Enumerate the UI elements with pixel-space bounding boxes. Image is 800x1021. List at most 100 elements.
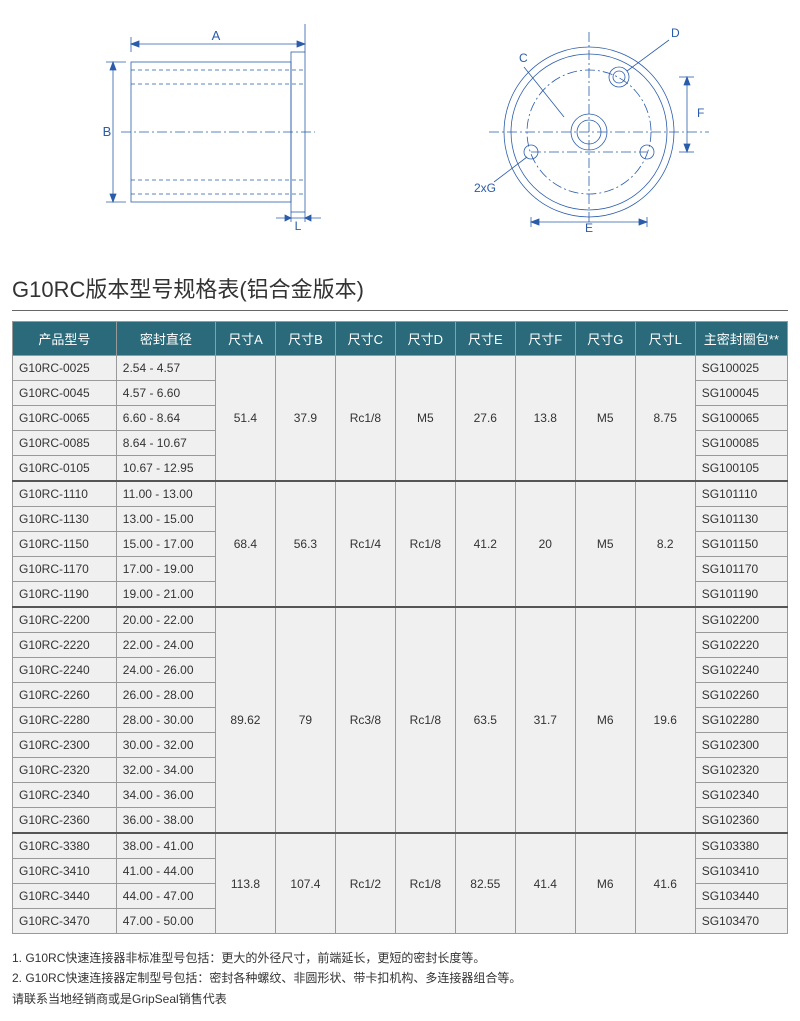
dim-label-l: L [295,219,302,232]
dim-cell: Rc1/8 [395,481,455,607]
dim-cell: Rc1/8 [395,833,455,934]
model-cell: G10RC-1130 [13,507,117,532]
kit-cell: SG102260 [695,683,787,708]
column-header: 产品型号 [13,322,117,356]
dim-cell: M5 [575,356,635,482]
kit-cell: SG101170 [695,557,787,582]
seal-cell: 13.00 - 15.00 [116,507,215,532]
footnote-3: 请联系当地经销商或是GripSeal销售代表 [12,989,788,1009]
seal-cell: 15.00 - 17.00 [116,532,215,557]
dim-cell: M5 [575,481,635,607]
seal-cell: 30.00 - 32.00 [116,733,215,758]
model-cell: G10RC-2220 [13,633,117,658]
model-cell: G10RC-1190 [13,582,117,608]
column-header: 主密封圈包** [695,322,787,356]
seal-cell: 19.00 - 21.00 [116,582,215,608]
model-cell: G10RC-2360 [13,808,117,834]
dim-cell: 63.5 [455,607,515,833]
column-header: 尺寸A [215,322,275,356]
dim-cell: M6 [575,607,635,833]
seal-cell: 11.00 - 13.00 [116,481,215,507]
model-cell: G10RC-0105 [13,456,117,482]
seal-cell: 28.00 - 30.00 [116,708,215,733]
side-view-drawing: A B L [71,22,351,232]
seal-cell: 32.00 - 34.00 [116,758,215,783]
seal-cell: 2.54 - 4.57 [116,356,215,381]
kit-cell: SG101110 [695,481,787,507]
dim-cell: 41.4 [515,833,575,934]
model-cell: G10RC-0065 [13,406,117,431]
dim-cell: 82.55 [455,833,515,934]
kit-cell: SG103470 [695,909,787,934]
seal-cell: 6.60 - 8.64 [116,406,215,431]
footnotes: 1. G10RC快速连接器非标准型号包括：更大的外径尺寸，前端延长，更短的密封长… [12,948,788,1009]
kit-cell: SG103410 [695,859,787,884]
dim-label-e: E [585,221,593,232]
dim-label-f: F [697,106,704,120]
table-row: G10RC-220020.00 - 22.0089.6279Rc3/8Rc1/8… [13,607,788,633]
dim-cell: Rc1/8 [335,356,395,482]
seal-cell: 41.00 - 44.00 [116,859,215,884]
dim-cell: 51.4 [215,356,275,482]
model-cell: G10RC-0085 [13,431,117,456]
model-cell: G10RC-2240 [13,658,117,683]
dim-cell: 37.9 [275,356,335,482]
dim-label-d: D [671,26,680,40]
kit-cell: SG101190 [695,582,787,608]
table-row: G10RC-00252.54 - 4.5751.437.9Rc1/8M527.6… [13,356,788,381]
dim-cell: 79 [275,607,335,833]
column-header: 尺寸E [455,322,515,356]
kit-cell: SG100065 [695,406,787,431]
kit-cell: SG103380 [695,833,787,859]
model-cell: G10RC-1170 [13,557,117,582]
dim-cell: 113.8 [215,833,275,934]
dim-cell: 31.7 [515,607,575,833]
model-cell: G10RC-0025 [13,356,117,381]
seal-cell: 4.57 - 6.60 [116,381,215,406]
dim-cell: M6 [575,833,635,934]
seal-cell: 47.00 - 50.00 [116,909,215,934]
dim-label-a: A [212,28,221,43]
seal-cell: 24.00 - 26.00 [116,658,215,683]
dim-cell: Rc1/8 [395,607,455,833]
model-cell: G10RC-1110 [13,481,117,507]
seal-cell: 17.00 - 19.00 [116,557,215,582]
kit-cell: SG101130 [695,507,787,532]
front-view-drawing: C D 2xG E F [469,22,729,232]
dim-cell: M5 [395,356,455,482]
column-header: 尺寸D [395,322,455,356]
model-cell: G10RC-3470 [13,909,117,934]
table-row: G10RC-111011.00 - 13.0068.456.3Rc1/4Rc1/… [13,481,788,507]
dim-cell: 41.2 [455,481,515,607]
dim-label-g: 2xG [474,181,496,195]
seal-cell: 22.00 - 24.00 [116,633,215,658]
kit-cell: SG100045 [695,381,787,406]
footnote-1: 1. G10RC快速连接器非标准型号包括：更大的外径尺寸，前端延长，更短的密封长… [12,948,788,968]
dim-cell: 13.8 [515,356,575,482]
kit-cell: SG102280 [695,708,787,733]
dim-cell: Rc1/2 [335,833,395,934]
seal-cell: 36.00 - 38.00 [116,808,215,834]
seal-cell: 10.67 - 12.95 [116,456,215,482]
dim-cell: 68.4 [215,481,275,607]
column-header: 密封直径 [116,322,215,356]
table-row: G10RC-338038.00 - 41.00113.8107.4Rc1/2Rc… [13,833,788,859]
model-cell: G10RC-2260 [13,683,117,708]
dim-cell: Rc1/4 [335,481,395,607]
model-cell: G10RC-3380 [13,833,117,859]
kit-cell: SG103440 [695,884,787,909]
model-cell: G10RC-3440 [13,884,117,909]
dim-cell: 56.3 [275,481,335,607]
seal-cell: 34.00 - 36.00 [116,783,215,808]
dim-cell: Rc3/8 [335,607,395,833]
column-header: 尺寸B [275,322,335,356]
model-cell: G10RC-1150 [13,532,117,557]
dim-cell: 20 [515,481,575,607]
model-cell: G10RC-0045 [13,381,117,406]
dim-cell: 107.4 [275,833,335,934]
kit-cell: SG101150 [695,532,787,557]
seal-cell: 20.00 - 22.00 [116,607,215,633]
model-cell: G10RC-2340 [13,783,117,808]
dim-label-c: C [519,51,528,65]
column-header: 尺寸G [575,322,635,356]
